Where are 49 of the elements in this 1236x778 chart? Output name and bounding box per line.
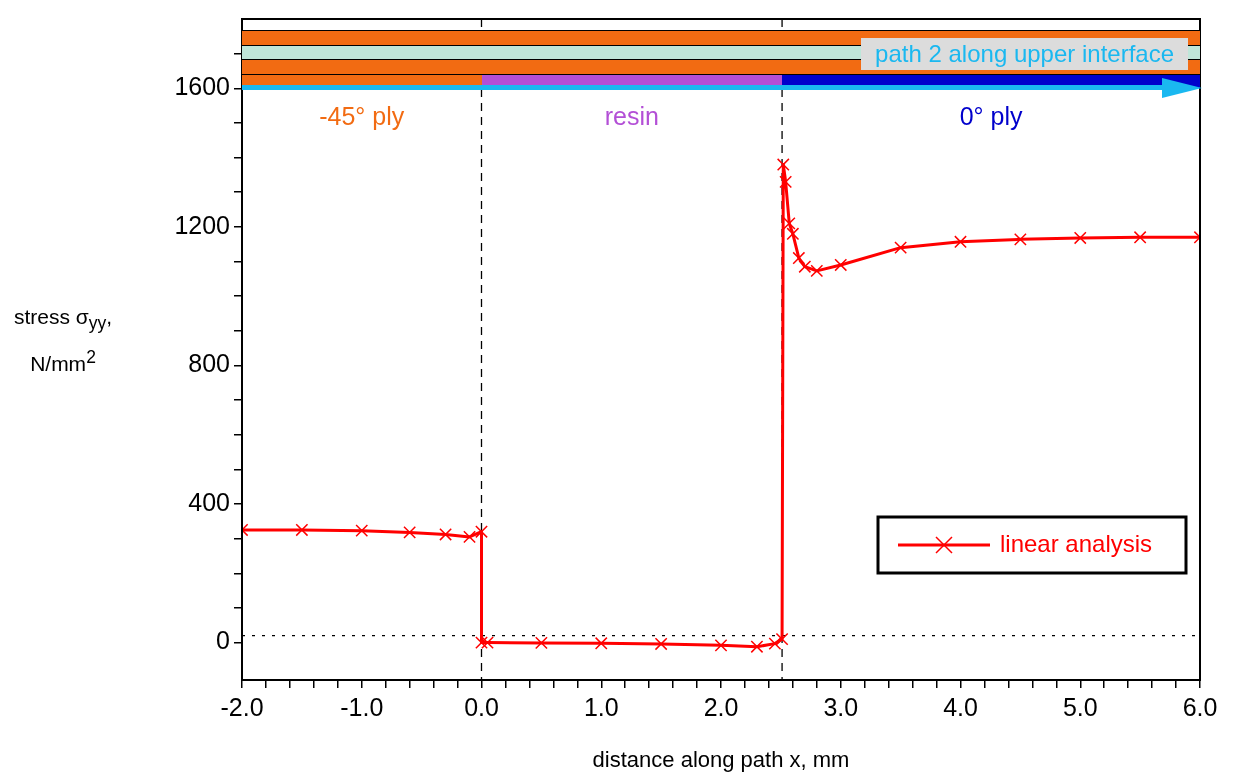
- x-tick-label: 0.0: [464, 692, 499, 721]
- point: [439, 528, 452, 541]
- point: [798, 260, 812, 274]
- point: [786, 227, 800, 241]
- x-tick-label: 4.0: [943, 692, 978, 721]
- point: [768, 637, 782, 651]
- point: [295, 523, 309, 537]
- text: stress σ$_{yy}$, N/mm$^{2}$: [13, 305, 113, 376]
- point: [792, 251, 806, 265]
- point: [750, 640, 764, 654]
- x-tick-label: 3.0: [823, 692, 859, 721]
- point: [954, 235, 967, 249]
- y-tick-label: 0: [216, 626, 230, 655]
- x-axis-title: distance along path x, mm: [592, 746, 850, 772]
- point: [810, 264, 824, 278]
- point: [475, 525, 488, 539]
- point: [714, 638, 728, 652]
- point: [775, 632, 789, 646]
- y-tick-label: 1600: [174, 72, 230, 101]
- point: [894, 241, 908, 255]
- point: [776, 158, 790, 171]
- annotation: resin: [604, 102, 659, 131]
- point: [834, 258, 848, 272]
- point: [481, 636, 494, 649]
- x-tick-label: 1.0: [583, 692, 619, 721]
- annotation: 0° ply: [959, 102, 1023, 131]
- x-tick-label: -1.0: [340, 692, 384, 721]
- y-tick-label: 800: [188, 349, 230, 378]
- point: [779, 175, 793, 189]
- legend-label: linear analysis: [1000, 529, 1153, 557]
- annotation: -45° ply: [319, 102, 405, 131]
- point: [594, 636, 608, 650]
- x-tick-label: 2.0: [703, 692, 739, 721]
- point: [403, 526, 417, 539]
- y-tick-label: 400: [188, 487, 230, 516]
- point: [1133, 230, 1147, 244]
- point: [654, 637, 668, 651]
- point: [355, 524, 369, 538]
- point: [1013, 232, 1027, 246]
- point: [534, 636, 548, 650]
- y-tick-label: 1200: [174, 210, 230, 239]
- point: [782, 216, 796, 230]
- point: [475, 636, 488, 649]
- point: [1073, 231, 1087, 245]
- x-tick-label: -2.0: [220, 692, 264, 721]
- annotation: path 2 along upper interface: [861, 38, 1188, 71]
- x-tick-label: 5.0: [1062, 692, 1098, 721]
- point: [463, 530, 476, 544]
- x-tick-label: 6.0: [1182, 692, 1218, 721]
